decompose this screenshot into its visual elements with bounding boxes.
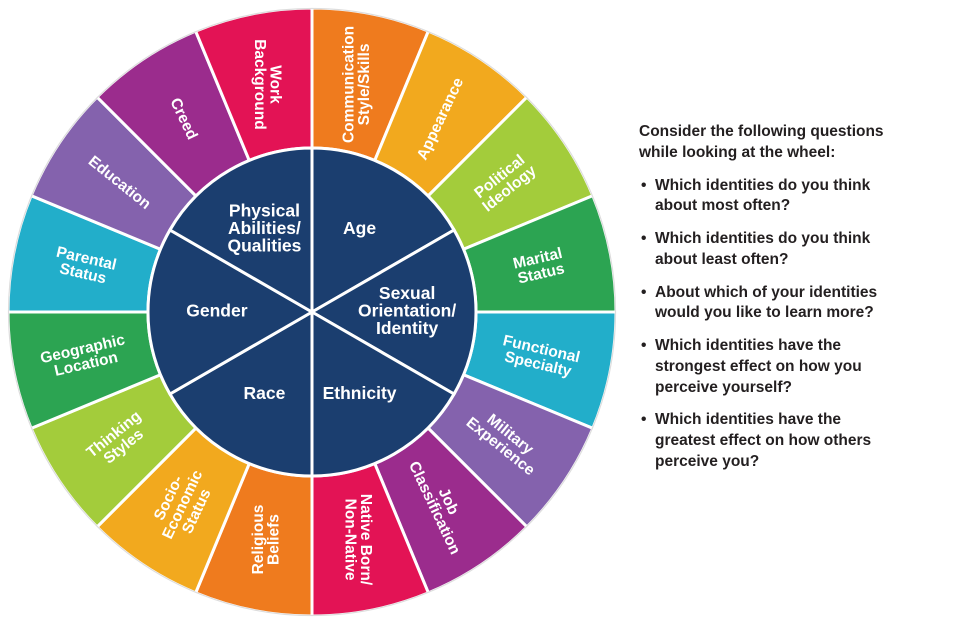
svg-text:Race: Race — [244, 383, 286, 403]
svg-text:Beliefs: Beliefs — [266, 514, 283, 565]
svg-text:Work: Work — [266, 65, 283, 104]
svg-text:Age: Age — [343, 218, 376, 238]
svg-text:Communication: Communication — [341, 26, 358, 143]
svg-text:Non-Native: Non-Native — [341, 499, 358, 581]
svg-text:Qualities: Qualities — [227, 236, 301, 256]
svg-text:Ethnicity: Ethnicity — [323, 383, 397, 403]
svg-text:Gender: Gender — [186, 301, 247, 321]
svg-text:Background: Background — [251, 39, 268, 129]
svg-text:Identity: Identity — [376, 318, 438, 338]
svg-text:Religious: Religious — [250, 505, 267, 575]
svg-text:Native Born/: Native Born/ — [357, 494, 374, 586]
svg-text:Style/Skills: Style/Skills — [356, 44, 373, 126]
